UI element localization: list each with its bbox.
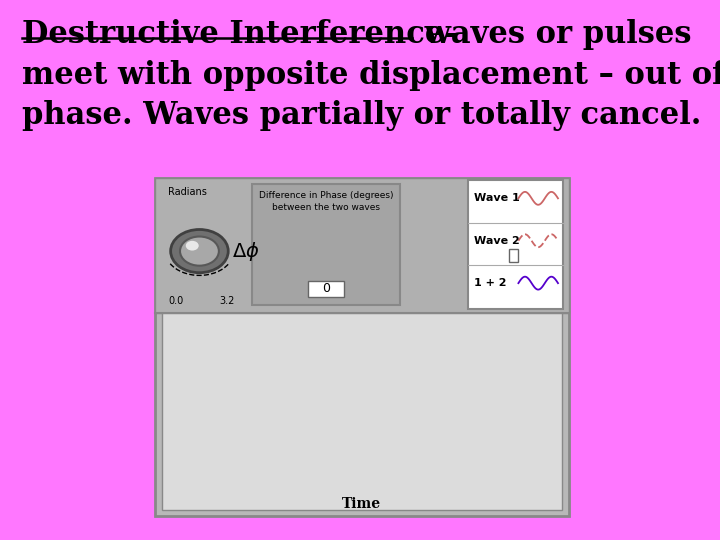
Text: $\Delta\phi$: $\Delta\phi$ bbox=[232, 240, 259, 262]
Text: Destructive Interference-: Destructive Interference- bbox=[22, 19, 456, 50]
Text: 0.0: 0.0 bbox=[168, 295, 184, 306]
Text: meet with opposite displacement – out of: meet with opposite displacement – out of bbox=[22, 60, 720, 91]
Text: Radians: Radians bbox=[168, 187, 207, 197]
Text: Time: Time bbox=[342, 497, 382, 511]
Text: waves or pulses: waves or pulses bbox=[414, 19, 691, 50]
Text: Wave 1: Wave 1 bbox=[474, 193, 520, 204]
Text: Wave 2: Wave 2 bbox=[474, 236, 520, 246]
Text: 3.2: 3.2 bbox=[219, 295, 235, 306]
Text: 0: 0 bbox=[322, 282, 330, 295]
Text: between the two waves: between the two waves bbox=[271, 203, 380, 212]
Text: 1 + 2: 1 + 2 bbox=[474, 278, 506, 288]
Text: phase. Waves partially or totally cancel.: phase. Waves partially or totally cancel… bbox=[22, 100, 701, 131]
Text: Difference in Phase (degrees): Difference in Phase (degrees) bbox=[258, 191, 393, 200]
